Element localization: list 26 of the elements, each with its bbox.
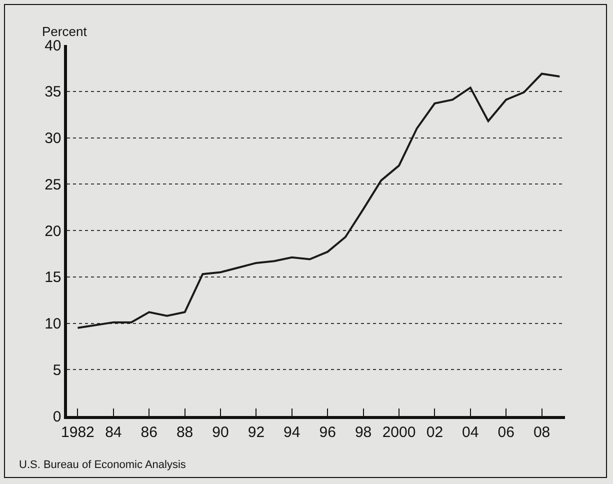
y-tick-label: 25 [44,176,62,194]
x-tick-label: 06 [498,424,514,441]
x-tick-label: 94 [284,424,300,441]
x-tick-label: 88 [176,424,194,441]
x-tick-label: 2000 [382,424,416,441]
y-tick-label: 10 [44,316,62,332]
x-tick-label: 96 [319,424,336,441]
x-tick-label: 98 [354,424,372,441]
x-tick-label: 92 [248,424,265,441]
y-tick-label: 0 [52,408,62,426]
y-tick-label: 15 [44,269,62,286]
line-series [76,72,561,329]
x-tick-label: 86 [140,424,158,441]
y-tick-label: 5 [52,362,62,379]
y-tick-label: 30 [44,130,62,147]
x-tick-label: 04 [462,424,479,441]
x-tick-label: 08 [533,424,550,441]
y-axis-title: Percent [42,24,88,39]
y-tick-label: 40 [44,37,62,54]
x-tick-label: 1982 [61,424,94,441]
x-tick-label: 02 [426,424,444,441]
x-tick-label: 90 [212,424,229,441]
y-tick-label: 20 [44,222,62,240]
text: U.S. Bureau of Economic Analysis [19,459,186,471]
y-tick-label: 35 [44,84,62,101]
x-tick-label: 84 [105,424,122,441]
